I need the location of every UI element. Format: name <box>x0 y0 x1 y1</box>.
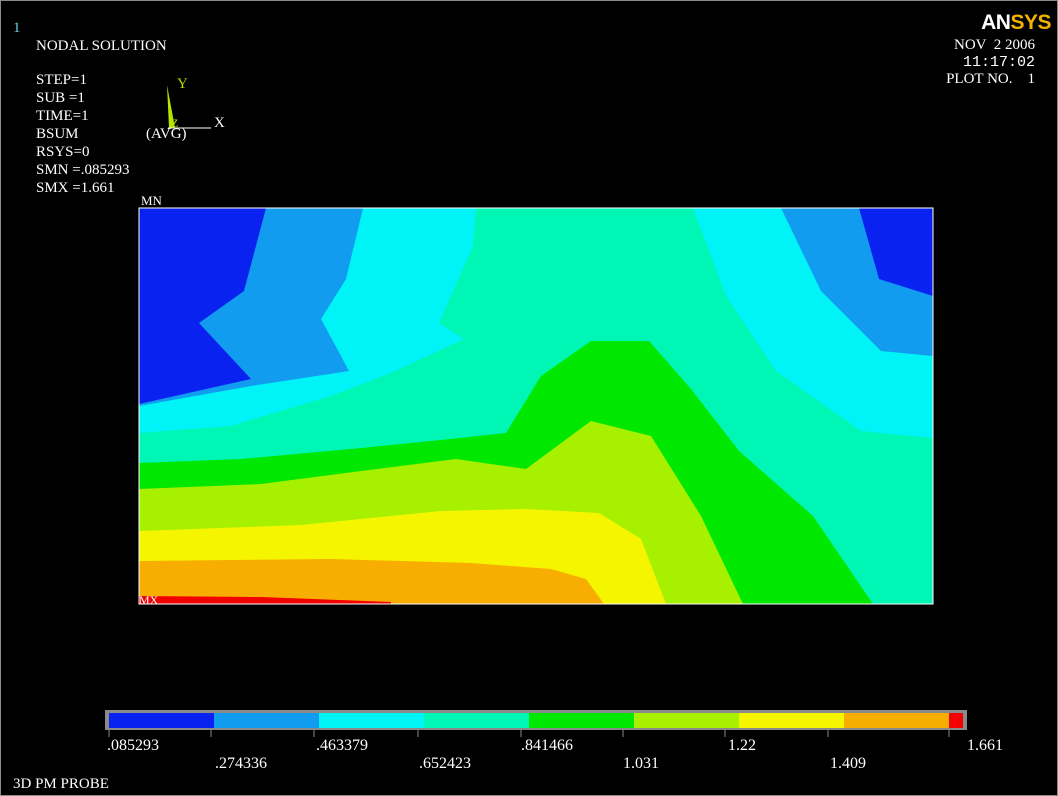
legend-label-9: 1.661 <box>967 737 1003 754</box>
triad-y-label: Y <box>177 76 188 92</box>
legend-band-8 <box>844 713 949 728</box>
legend-band-6 <box>634 713 739 728</box>
legend-label-8: 1.409 <box>830 755 866 772</box>
legend-band-2 <box>214 713 319 728</box>
min-marker: MN <box>141 193 162 208</box>
legend-band-9 <box>949 713 963 728</box>
avg-label: (AVG) <box>146 126 187 142</box>
rsys-label: RSYS=0 <box>36 144 90 160</box>
footer-title: 3D PM PROBE <box>13 776 109 792</box>
plot-number: PLOT NO. 1 <box>946 71 1035 87</box>
axis-triad <box>167 85 211 129</box>
window-number: 1 <box>13 20 21 36</box>
legend-label-7: 1.22 <box>728 737 756 754</box>
legend-band-4 <box>424 713 529 728</box>
max-marker: MX <box>139 593 159 607</box>
sub-label: SUB =1 <box>36 90 85 106</box>
legend-label-4: .652423 <box>419 755 471 772</box>
legend-band-7 <box>739 713 844 728</box>
legend-label-5: .841466 <box>521 737 573 754</box>
band-level-8 <box>139 559 604 604</box>
smx-label: SMX =1.661 <box>36 180 115 196</box>
model-outline <box>138 207 934 605</box>
legend-band-3 <box>319 713 424 728</box>
smn-label: SMN =.085293 <box>36 162 130 178</box>
legend-band-5 <box>529 713 634 728</box>
contour-bands <box>138 207 934 605</box>
date-label: NOV 2 2006 <box>954 37 1035 53</box>
triad-y-axis <box>167 85 175 128</box>
time-label: TIME=1 <box>36 108 89 124</box>
triad-z-label: Z <box>171 116 179 130</box>
logo-part-an: AN <box>981 11 1011 34</box>
plot-title: NODAL SOLUTION <box>36 38 167 54</box>
band-level-1-right <box>859 208 933 296</box>
legend-label-2: .274336 <box>215 755 267 772</box>
ansys-logo: ANSYS <box>981 11 1051 35</box>
logo-part-sys: SYS <box>1010 11 1051 34</box>
step-label: STEP=1 <box>36 72 87 88</box>
legend-label-6: 1.031 <box>623 755 659 772</box>
legend-band-1 <box>109 713 214 728</box>
date-block: NOV 2 2006 11:17:02 PLOT NO. 1 <box>946 37 1035 88</box>
band-level-9 <box>139 596 391 604</box>
result-label: BSUM <box>36 126 79 142</box>
legend-label-1: .085293 <box>107 737 159 754</box>
time-stamp: 11:17:02 <box>962 54 1035 71</box>
legend-color-bar <box>105 710 967 737</box>
legend-label-3: .463379 <box>316 737 368 754</box>
band-level-1-left <box>139 208 266 404</box>
triad-x-label: X <box>214 115 225 131</box>
